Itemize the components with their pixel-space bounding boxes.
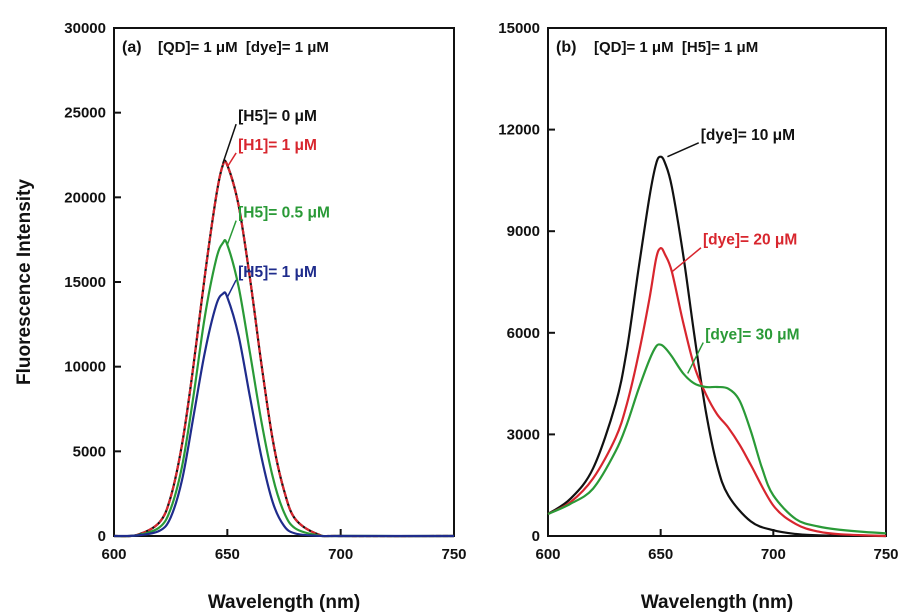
panel-a-x-tick-label-2: 700: [328, 546, 353, 563]
panel-b-series: [547, 155, 887, 538]
panel-b-annotation-dye-10-m: [dye]= 10 μM: [701, 127, 795, 144]
panel-b-y-tick-label-3: 9000: [507, 223, 540, 240]
panel-a-annotation-leader-2: [226, 220, 237, 246]
panel-b-x-tick-label-2: 700: [761, 546, 786, 563]
panel-a-annotation-leader-1: [226, 152, 237, 168]
panel-b-x-ticks: 600 650 700 750: [535, 529, 899, 563]
panel-a-x-axis-label: Wavelength (nm): [208, 592, 360, 613]
panel-b-condition: [QD]= 1 μM [H5]= 1 μM: [594, 39, 758, 56]
panel-b: 0 3000 6000 9000 12000 15000 600 650 700 750 [dy…: [498, 20, 898, 613]
panel-b-series-dye-20-m: [547, 246, 887, 538]
panel-a-y-tick-label-2: 10000: [64, 359, 106, 376]
panel-a-annotation-h1-1-m: [H1]= 1 μM: [238, 137, 317, 154]
panel-b-x-tick-label-0: 600: [535, 546, 560, 563]
panel-b-series-dye-10-m: [547, 155, 887, 538]
panel-b-frame: [547, 27, 887, 537]
panel-b-series-dye-30-m: [547, 343, 887, 535]
panel-a-series-h5-0-5-m: [113, 239, 455, 538]
panel-a-label: (a): [122, 39, 142, 56]
panel-a-y-tick-label-6: 30000: [64, 20, 106, 37]
panel-a-x-tick-label-3: 750: [441, 546, 466, 563]
panel-b-annotation-dye-30-m: [dye]= 30 μM: [705, 327, 799, 344]
panel-a-annotation-leader-0: [222, 123, 237, 164]
panel-a-x-ticks: 600 650 700 750: [101, 529, 467, 563]
panel-b-x-tick-label-1: 650: [648, 546, 673, 563]
panel-b-y-ticks: 0 3000 6000 9000 12000 15000: [498, 20, 555, 545]
panel-a-condition: [QD]= 1 μM [dye]= 1 μM: [158, 39, 329, 56]
panel-b-y-tick-label-2: 6000: [507, 325, 540, 342]
panel-a-y-tick-label-5: 25000: [64, 105, 106, 122]
panel-a-frame: [113, 27, 455, 537]
panel-a-y-tick-label-4: 20000: [64, 189, 106, 206]
panel-b-annotations: [dye]= 10 μM [dye]= 20 μM [dye]= 30 μM: [667, 127, 800, 374]
panel-a-series-h1-1-m: [113, 159, 455, 538]
panel-a-x-tick-label-1: 650: [215, 546, 240, 563]
panel-a-annotation-h5-1-m: [H5]= 1 μM: [238, 264, 317, 281]
panel-a-y-tick-label-3: 15000: [64, 274, 106, 291]
panel-b-x-tick-label-3: 750: [873, 546, 898, 563]
panel-a: 0 5000 10000 15000 20000 25000 30000 600 650 700…: [14, 20, 467, 613]
panel-a-series-h5-1-m: [113, 291, 454, 538]
panel-b-y-tick-label-4: 12000: [498, 122, 540, 139]
panel-a-x-tick-label-0: 600: [101, 546, 126, 563]
panel-b-y-tick-label-1: 3000: [507, 426, 540, 443]
panel-a-annotations: [H5]= 0 μM [H1]= 1 μM [H5]= 0.5 μM [H5]= 1 …: [222, 108, 330, 298]
panel-a-annotation-h5-0-m: [H5]= 0 μM: [238, 108, 317, 125]
panel-a-y-tick-label-1: 5000: [73, 443, 106, 460]
panel-b-y-tick-label-5: 15000: [498, 20, 540, 37]
panel-b-x-axis-label: Wavelength (nm): [641, 592, 793, 613]
y-axis-label: Fluorescence Intensity: [14, 179, 35, 385]
panel-b-annotation-leader-1: [671, 247, 702, 273]
panel-b-annotation-leader-0: [667, 142, 700, 158]
panel-a-annotation-leader-3: [226, 279, 237, 298]
panel-b-label: (b): [556, 39, 576, 56]
panel-b-annotation-dye-20-m: [dye]= 20 μM: [703, 232, 797, 249]
panel-a-y-ticks: 0 5000 10000 15000 20000 25000 30000: [64, 20, 121, 545]
panel-a-annotation-h5-0-5-m: [H5]= 0.5 μM: [238, 205, 330, 222]
panel-b-annotation-leader-2: [687, 342, 704, 374]
panel-a-y-tick-label-0: 0: [98, 528, 106, 545]
panel-b-y-tick-label-0: 0: [532, 528, 540, 545]
